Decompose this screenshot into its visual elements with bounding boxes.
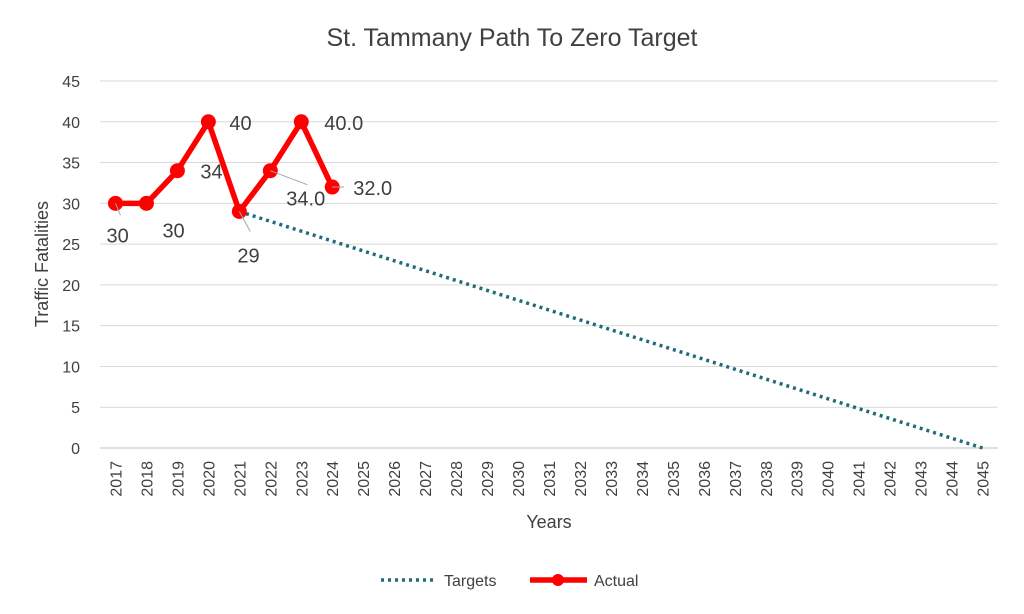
x-tick-label: 2019 <box>170 461 187 497</box>
legend-targets-label: Targets <box>444 573 496 590</box>
data-label-2021: 29 <box>237 245 259 267</box>
x-tick-label: 2036 <box>697 461 714 497</box>
data-label-2019: 34 <box>200 162 222 184</box>
x-tick-label: 2027 <box>418 461 435 497</box>
x-tick-label: 2022 <box>263 461 280 497</box>
leader-line-2017 <box>115 203 121 216</box>
legend-item-targets: Targets <box>381 573 496 590</box>
y-tick-label: 30 <box>62 196 80 213</box>
x-tick-label: 2028 <box>449 461 466 497</box>
actual-point-2018 <box>138 195 154 211</box>
gridlines <box>100 80 998 408</box>
y-tick-label: 20 <box>62 278 80 295</box>
x-tick-label: 2039 <box>790 461 807 497</box>
x-tick-label: 2032 <box>573 461 590 497</box>
x-tick-label: 2044 <box>945 461 962 497</box>
y-tick-label: 25 <box>62 237 80 254</box>
data-label-2022: 34.0 <box>286 189 325 211</box>
y-tick-label: 0 <box>71 441 80 458</box>
data-labels: 30 30 34 40 29 34.0 40.0 32.0 <box>106 113 392 268</box>
y-axis-title: Traffic Fatalities <box>32 201 52 327</box>
x-tick-label: 2045 <box>976 461 993 497</box>
x-tick-label: 2026 <box>387 461 404 497</box>
series <box>107 114 984 450</box>
x-tick-label: 2043 <box>914 461 931 497</box>
y-tick-label: 5 <box>71 400 80 417</box>
x-tick-label: 2029 <box>480 461 497 497</box>
x-tick-label: 2040 <box>821 461 838 497</box>
x-tick-label: 2042 <box>883 461 900 497</box>
x-tick-label: 2041 <box>852 461 869 497</box>
data-label-2023: 40.0 <box>324 113 363 135</box>
x-tick-label: 2034 <box>635 461 652 497</box>
x-tick-label: 2035 <box>666 461 683 497</box>
legend: Targets Actual <box>381 573 638 590</box>
x-tick-label: 2033 <box>604 461 621 497</box>
x-tick-label: 2020 <box>201 461 218 497</box>
y-tick-label: 10 <box>62 359 80 376</box>
actual-point-2020 <box>200 114 216 130</box>
x-tick-label: 2025 <box>356 461 373 497</box>
legend-item-actual: Actual <box>530 573 638 590</box>
data-label-2018: 30 <box>162 220 184 242</box>
actual-point-2019 <box>169 163 185 179</box>
chart-title: St. Tammany Path To Zero Target <box>326 24 697 52</box>
data-label-2020: 40 <box>229 113 251 135</box>
x-tick-label: 2023 <box>294 461 311 497</box>
leader-line-2022 <box>270 170 308 186</box>
leader-line-2021 <box>238 211 251 232</box>
y-tick-label: 45 <box>62 74 80 91</box>
x-tick-label: 2030 <box>511 461 528 497</box>
targets-line <box>238 209 984 450</box>
x-tick-label: 2031 <box>542 461 559 497</box>
actual-point-2023 <box>293 114 309 130</box>
x-tick-label: 2017 <box>108 461 125 497</box>
y-tick-label: 15 <box>62 319 80 336</box>
y-tick-label: 35 <box>62 156 80 173</box>
x-tick-label: 2038 <box>759 461 776 497</box>
x-tick-label: 2024 <box>325 461 342 497</box>
x-tick-label: 2021 <box>232 461 249 497</box>
y-tick-label: 40 <box>62 115 80 132</box>
legend-actual-marker <box>552 574 564 586</box>
legend-actual-label: Actual <box>594 573 638 590</box>
x-tick-label: 2018 <box>139 461 156 497</box>
data-label-2024: 32.0 <box>353 178 392 200</box>
x-tick-label: 2037 <box>728 461 745 497</box>
x-axis-title: Years <box>526 512 571 532</box>
data-label-2017: 30 <box>106 225 128 247</box>
